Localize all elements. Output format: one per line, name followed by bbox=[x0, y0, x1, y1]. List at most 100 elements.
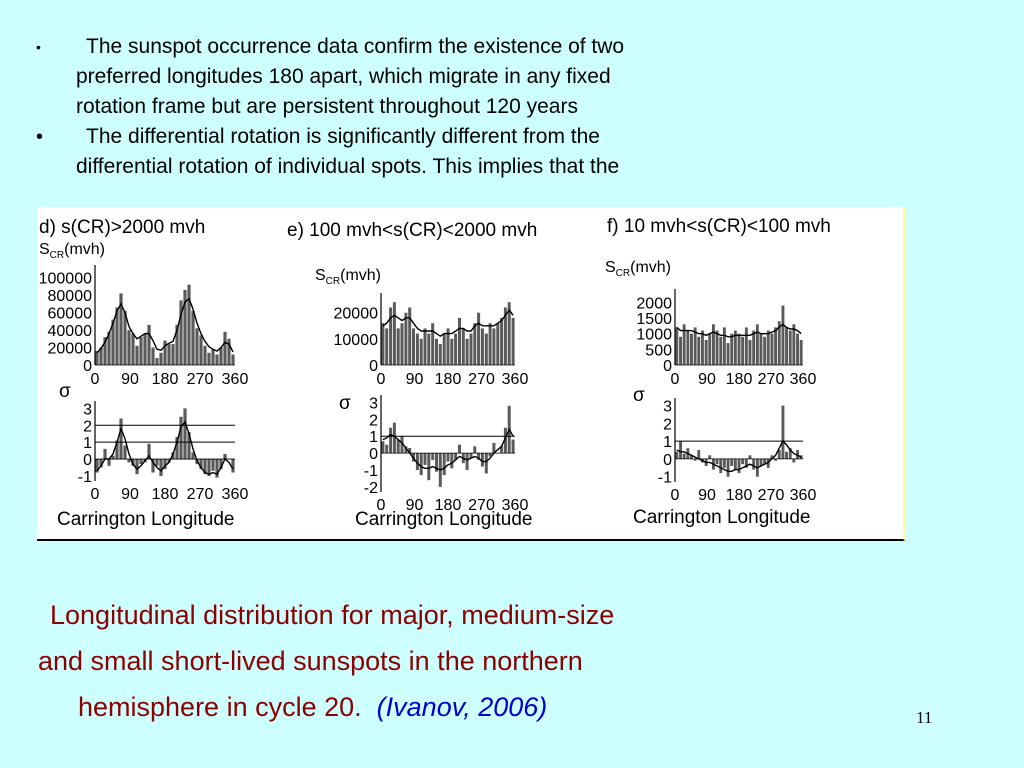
bullet-symbol: • bbox=[36, 39, 41, 55]
bar bbox=[95, 459, 99, 473]
bar bbox=[766, 330, 770, 365]
y-tick-label: 0 bbox=[83, 452, 92, 469]
bar bbox=[458, 444, 461, 454]
x-tick-label: 360 bbox=[502, 371, 529, 388]
citation: (Ivanov, 2006) bbox=[376, 692, 548, 722]
smoothed-line bbox=[96, 420, 234, 476]
x-tick-label: 270 bbox=[758, 487, 785, 504]
bar bbox=[788, 330, 792, 365]
x-tick-label: 270 bbox=[468, 497, 495, 514]
bar bbox=[400, 436, 404, 454]
y-tick-label: 3 bbox=[663, 399, 672, 416]
smoothed-line bbox=[382, 308, 514, 338]
bar bbox=[469, 333, 473, 365]
x-axis-label: Carrington Longitude bbox=[633, 507, 810, 528]
bar bbox=[423, 453, 427, 465]
bar bbox=[191, 310, 195, 365]
bar bbox=[95, 351, 99, 365]
bar bbox=[123, 310, 127, 365]
bar bbox=[175, 437, 179, 460]
bar bbox=[103, 337, 107, 365]
bar bbox=[679, 336, 682, 365]
x-tick-label: 90 bbox=[121, 486, 139, 503]
bar bbox=[207, 352, 211, 365]
bar bbox=[199, 459, 203, 470]
bar bbox=[171, 344, 175, 365]
bar bbox=[484, 453, 488, 474]
bullet-symbol: • bbox=[36, 126, 44, 148]
bar bbox=[167, 459, 171, 463]
bar bbox=[135, 459, 139, 475]
bar bbox=[712, 324, 715, 365]
bar bbox=[693, 458, 697, 461]
bar bbox=[701, 330, 704, 365]
bar bbox=[500, 446, 504, 454]
slide-caption: Longitudinal distribution for major, med… bbox=[38, 592, 918, 730]
bar bbox=[191, 452, 195, 460]
bullet-list: • The sunspot occurrence data confirm th… bbox=[36, 32, 836, 182]
chart-svg: d) s(CR)>2000 mvhSCR(mvh)020000400006000… bbox=[39, 216, 831, 530]
bar bbox=[175, 324, 179, 365]
x-tick-label: 90 bbox=[406, 371, 424, 388]
y-tick-label: 0 bbox=[369, 446, 378, 463]
bar bbox=[759, 333, 763, 365]
bar bbox=[111, 319, 115, 365]
bar bbox=[473, 446, 477, 454]
bar bbox=[127, 330, 131, 365]
bar bbox=[675, 451, 679, 459]
y-tick-label: 0 bbox=[83, 358, 92, 375]
bar bbox=[722, 327, 726, 365]
bar bbox=[203, 345, 207, 365]
bar bbox=[179, 416, 183, 459]
bar bbox=[127, 459, 131, 463]
bullet-line: The differential rotation is significant… bbox=[86, 125, 600, 148]
bar bbox=[438, 344, 442, 365]
bar bbox=[799, 340, 803, 365]
bar bbox=[686, 330, 690, 365]
bar bbox=[748, 340, 752, 365]
bar bbox=[400, 323, 404, 365]
bar bbox=[231, 459, 235, 473]
bar bbox=[392, 302, 396, 365]
bar bbox=[774, 458, 777, 461]
bar bbox=[492, 328, 496, 365]
x-tick-label: 360 bbox=[502, 497, 529, 514]
y-axis-label: SCR(mvh) bbox=[605, 259, 671, 279]
x-tick-label: 0 bbox=[377, 497, 386, 514]
bar bbox=[419, 338, 423, 365]
bar bbox=[392, 422, 396, 454]
bar bbox=[139, 337, 143, 365]
bar bbox=[427, 333, 431, 365]
bar bbox=[511, 317, 515, 365]
bar bbox=[408, 307, 412, 365]
y-tick-label: 2 bbox=[663, 416, 672, 433]
bar bbox=[796, 450, 799, 459]
bar bbox=[480, 453, 484, 467]
y-tick-label: 10000 bbox=[334, 332, 379, 349]
bar bbox=[488, 453, 492, 457]
bar bbox=[763, 458, 767, 465]
bar bbox=[477, 312, 481, 365]
y-tick-label: 1500 bbox=[636, 311, 672, 328]
bar bbox=[103, 448, 107, 459]
smoothed-line bbox=[382, 427, 514, 471]
bar bbox=[759, 458, 763, 466]
sigma-axis-label: σ bbox=[339, 393, 351, 414]
bar bbox=[412, 328, 415, 365]
chart-title: d) s(CR)>2000 mvh bbox=[39, 217, 205, 238]
y-tick-label: 1 bbox=[663, 434, 672, 451]
y-tick-label: -2 bbox=[364, 480, 378, 497]
bar bbox=[385, 328, 389, 365]
bar bbox=[446, 328, 450, 365]
bar bbox=[155, 358, 159, 365]
bar bbox=[741, 336, 745, 365]
y-tick-label: 1 bbox=[83, 435, 92, 452]
bar bbox=[389, 427, 393, 454]
bar bbox=[480, 328, 484, 365]
bar bbox=[431, 323, 435, 365]
bullet-line: differential rotation of individual spot… bbox=[76, 155, 620, 178]
y-tick-label: 40000 bbox=[48, 323, 93, 340]
bar bbox=[435, 453, 438, 472]
bar bbox=[722, 458, 726, 468]
x-tick-label: 360 bbox=[790, 371, 817, 388]
